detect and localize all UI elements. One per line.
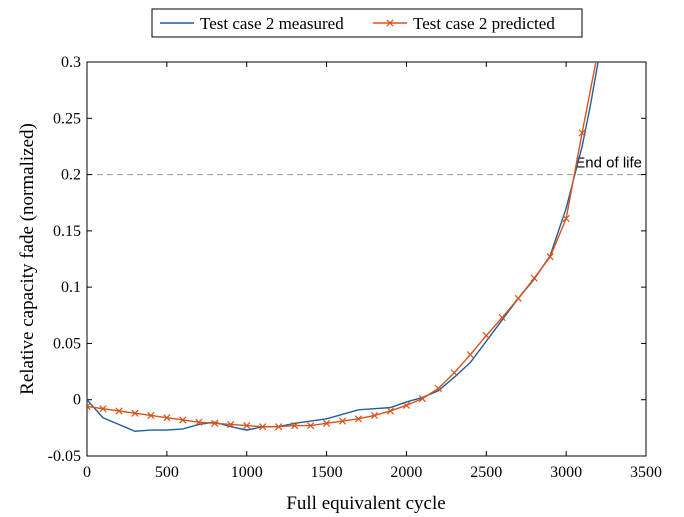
x-axis: 0 500 1000 1500 2000 2500 3000 3500 [83,62,662,481]
data-point [147,411,155,420]
data-point [562,214,570,223]
data-point [211,419,219,427]
data-point [195,418,203,426]
legend: Test case 2 measured Test case 2 predict… [151,8,583,38]
data-point [179,416,187,424]
data-point [291,421,299,430]
data-point [243,421,251,430]
data-point [131,409,139,417]
y-axis-label: Relative capacity fade (normalized) [17,123,38,395]
data-point [386,407,395,415]
y-tick-label: 0.15 [53,223,81,240]
x-axis-label: Full equivalent cycle [286,493,445,514]
data-point [450,369,458,377]
legend-x-marker [386,19,394,27]
data-point [87,402,91,411]
data-point [370,411,379,420]
legend-marker-predicted [386,19,394,27]
data-point [338,417,347,425]
x-tick-label: 1500 [311,464,343,481]
data-point [227,420,235,429]
data-point [546,253,554,261]
y-axis: -0.05 0 0.05 0.1 0.15 0.2 0.25 0.3 [48,54,646,465]
data-point [578,129,586,137]
x-tick-label: 3500 [630,464,662,481]
data-point [402,401,411,409]
legend-label-predicted: Test case 2 predicted [413,14,555,33]
data-point [163,414,171,422]
legend-box [151,8,583,38]
data-point [99,405,107,413]
data-point [434,384,442,393]
y-tick-label: 0 [73,392,81,409]
x-tick-label: 0 [83,464,91,481]
x-tick-label: 500 [155,464,179,481]
x-tick-label: 2500 [470,464,502,481]
y-tick-label: -0.05 [48,448,81,465]
data-point [354,415,363,423]
data-point [115,407,123,415]
x-tick-label: 1000 [231,464,263,481]
legend-label-measured: Test case 2 measured [200,14,344,33]
data-point [514,294,522,303]
data-point [418,394,427,403]
y-tick-label: 0.05 [53,335,81,352]
data-point [259,423,267,431]
series-layer [87,62,599,432]
data-point [498,313,506,322]
x-tick-label: 3000 [550,464,582,481]
y-tick-label: 0.1 [61,279,81,296]
y-tick-label: 0.2 [61,167,81,184]
reference-lines: End of life [87,155,646,176]
data-point [482,331,490,340]
data-point [306,421,315,430]
x-tick-label: 2000 [390,464,422,481]
plot-area [86,61,647,457]
end-of-life-label: End of life [575,155,642,172]
data-point [466,351,474,359]
data-point [322,419,331,427]
y-tick-label: 0.3 [61,54,81,71]
y-tick-label: 0.25 [53,110,81,127]
data-point [530,274,538,282]
series-predicted [87,62,597,431]
data-point [275,423,283,431]
